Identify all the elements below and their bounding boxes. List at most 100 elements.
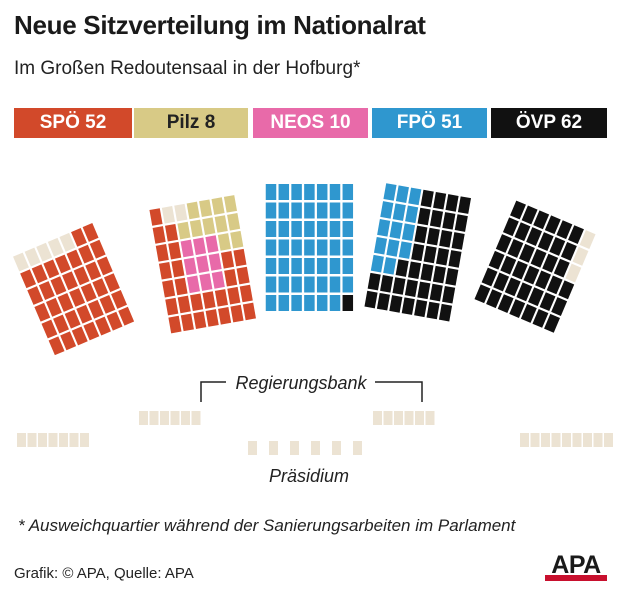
seat — [572, 246, 589, 266]
seat — [395, 185, 409, 203]
seat — [551, 297, 568, 316]
seat — [177, 295, 191, 314]
seat — [442, 285, 456, 304]
seat — [329, 239, 341, 256]
seat — [265, 258, 277, 274]
seat — [383, 183, 397, 201]
seat — [230, 304, 244, 323]
seat — [190, 293, 204, 312]
front-seat — [290, 441, 299, 455]
seat — [316, 239, 328, 256]
seat — [380, 275, 394, 293]
seat — [429, 209, 444, 228]
seat — [103, 273, 120, 293]
front-seat — [149, 411, 159, 425]
front-seat — [269, 441, 278, 455]
seat — [278, 239, 290, 256]
seat — [265, 184, 277, 200]
credit: Grafik: © APA, Quelle: APA — [14, 565, 194, 582]
front-seat — [541, 433, 550, 447]
seat — [509, 299, 526, 318]
seat — [316, 221, 328, 237]
front-seat — [373, 411, 382, 425]
seat — [511, 260, 528, 280]
seat — [488, 250, 505, 270]
seat — [445, 194, 459, 212]
footnote: * Ausweichquartier während der Sanierung… — [18, 516, 516, 535]
front-seat — [593, 433, 603, 447]
seat — [426, 301, 440, 320]
seat — [60, 331, 77, 351]
seat — [420, 263, 434, 282]
seat — [367, 272, 381, 291]
seat — [579, 230, 596, 249]
front-seat — [69, 433, 79, 447]
seat — [510, 200, 526, 220]
seat — [43, 259, 60, 279]
seat — [278, 202, 290, 219]
seat — [227, 286, 241, 305]
legend-spoe: SPÖ 52 — [14, 108, 132, 138]
seat — [304, 221, 315, 237]
seat — [31, 264, 48, 284]
seat — [291, 295, 302, 311]
seat — [45, 297, 62, 317]
seat — [278, 295, 290, 311]
seat — [199, 273, 213, 291]
front-seat — [583, 433, 592, 447]
front-seat — [520, 433, 529, 447]
seat — [549, 237, 566, 256]
front-seat — [551, 433, 561, 447]
front-seat — [139, 411, 148, 425]
seat — [62, 271, 78, 291]
seat — [316, 258, 328, 274]
seating-plan: Regierungsbank Präsidium — [13, 183, 613, 486]
seat — [527, 287, 544, 307]
seat — [439, 229, 453, 248]
seat — [50, 276, 67, 296]
seat — [158, 261, 173, 280]
seat — [85, 261, 102, 281]
seat — [48, 336, 65, 356]
front-seat — [530, 433, 540, 447]
seat — [414, 299, 428, 318]
seat — [168, 315, 182, 334]
seat — [398, 241, 412, 259]
seat — [342, 258, 354, 274]
seat — [420, 189, 434, 208]
seat — [205, 309, 219, 327]
seat — [89, 239, 106, 259]
praesidium-label: Präsidium — [269, 466, 349, 486]
seat — [304, 295, 315, 311]
front-seat — [311, 441, 320, 455]
seat — [186, 275, 201, 294]
seat — [342, 184, 354, 200]
seat — [193, 311, 207, 329]
seat — [214, 289, 228, 307]
seat — [448, 250, 462, 268]
front-seat — [170, 411, 180, 425]
seat — [278, 184, 290, 200]
seat — [474, 284, 491, 304]
seat — [432, 265, 446, 284]
seat — [389, 295, 403, 313]
seat — [78, 244, 95, 264]
seat — [481, 267, 498, 287]
seat — [171, 259, 185, 278]
seat — [66, 249, 83, 269]
seat — [304, 202, 315, 219]
seat — [208, 253, 222, 271]
seat — [304, 184, 315, 200]
seat — [64, 309, 81, 329]
seat — [329, 276, 341, 293]
front-seat — [404, 411, 414, 425]
seat — [278, 276, 290, 293]
seat — [535, 270, 552, 290]
seat — [53, 314, 70, 334]
seat — [526, 227, 543, 247]
front-seat — [181, 411, 190, 425]
front-seat — [425, 411, 435, 425]
front-seat — [353, 441, 362, 455]
seat — [533, 210, 550, 230]
seat — [373, 236, 388, 255]
